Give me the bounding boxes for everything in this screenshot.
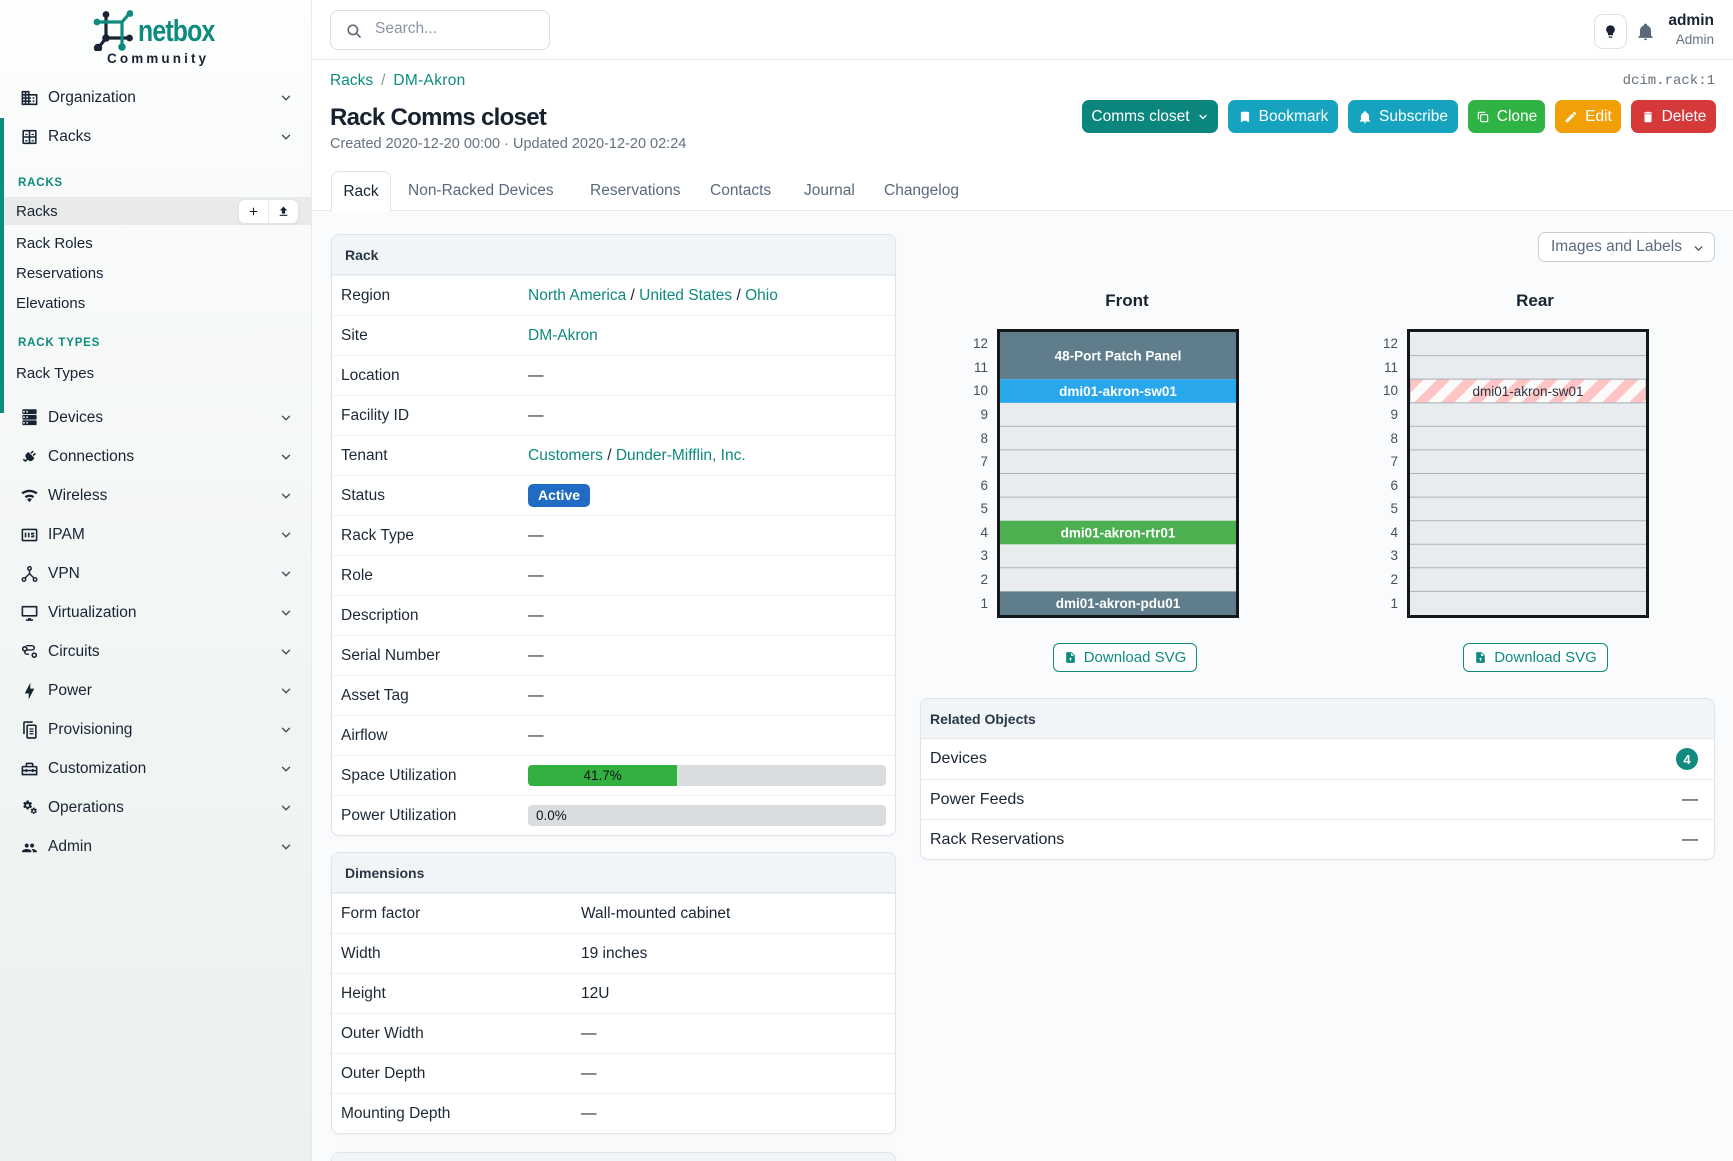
svg-text:dmi01-akron-rtr01: dmi01-akron-rtr01	[1061, 526, 1176, 541]
svg-text:dmi01-akron-sw01: dmi01-akron-sw01	[1059, 384, 1177, 399]
svg-text:dmi01-akron-pdu01: dmi01-akron-pdu01	[1056, 596, 1181, 611]
svg-text:48-Port Patch Panel: 48-Port Patch Panel	[1055, 349, 1182, 364]
svg-text:dmi01-akron-sw01: dmi01-akron-sw01	[1472, 384, 1583, 399]
